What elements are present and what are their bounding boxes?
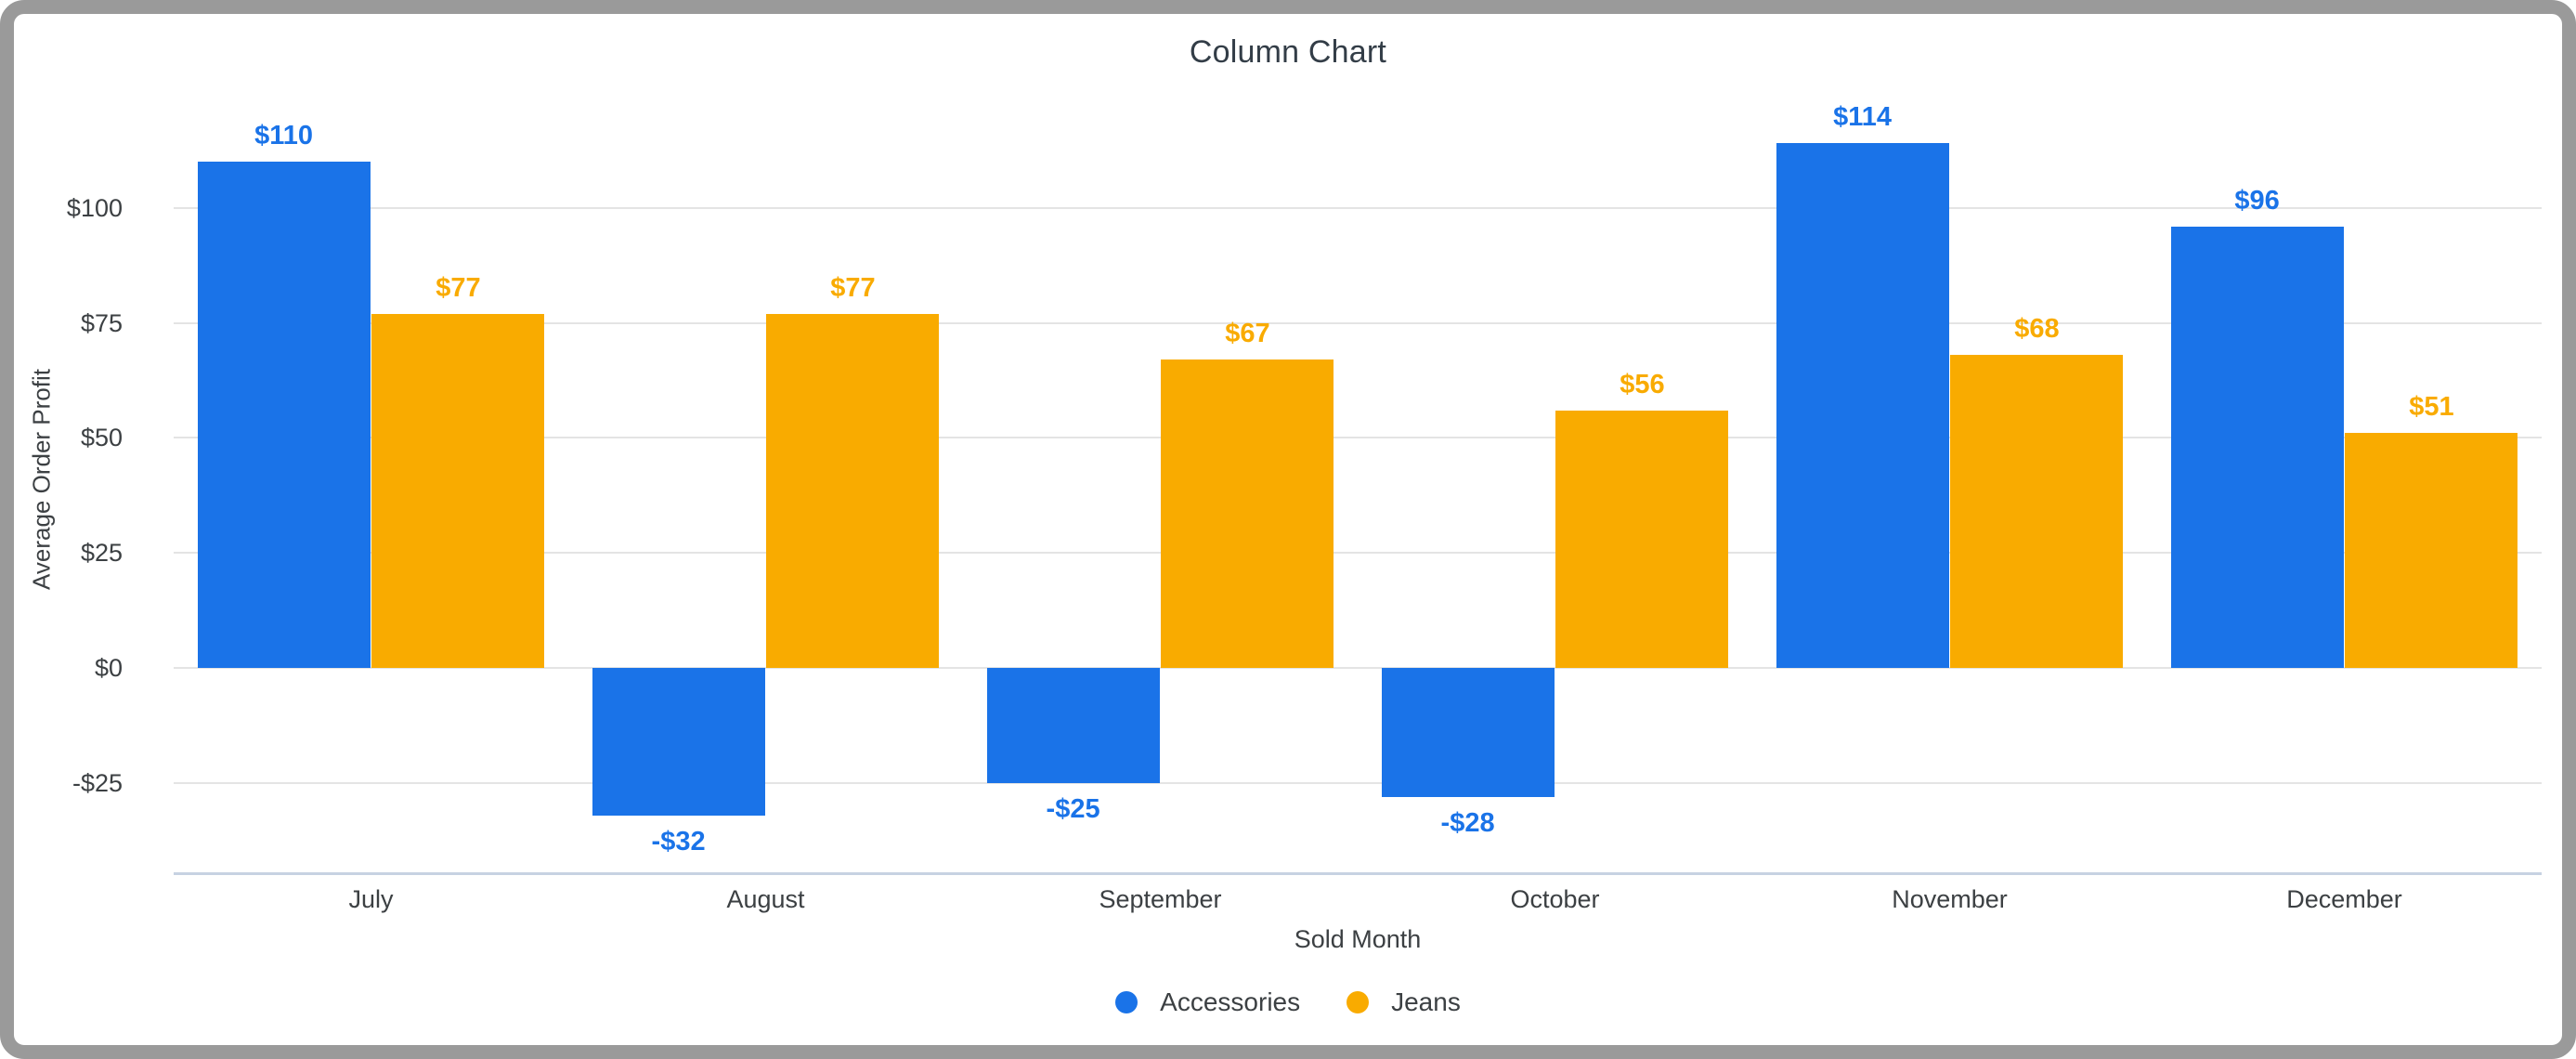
bar-jeans-december[interactable] bbox=[2345, 433, 2518, 669]
bar-value-accessories-august: -$32 bbox=[651, 826, 706, 856]
x-tick-july: July bbox=[348, 885, 394, 913]
y-tick--25: -$25 bbox=[72, 768, 123, 797]
bar-value-jeans-august: $77 bbox=[830, 272, 876, 303]
bar-accessories-august[interactable] bbox=[592, 668, 765, 816]
group-december: $96 $51 bbox=[2147, 84, 2542, 875]
gridline--25 bbox=[174, 552, 2542, 555]
plot-area: $110 $77 -$32 $77 -$25 $67 -$28 $56 $114 $68 $96 $5… bbox=[174, 84, 2542, 875]
group-october: -$28 $56 bbox=[1358, 84, 1752, 875]
gridline--100 bbox=[174, 206, 2542, 209]
bar-groups: $110 $77 -$32 $77 -$25 $67 -$28 $56 $114 $68 $96 $5… bbox=[174, 84, 2542, 875]
y-tick--75: $75 bbox=[80, 308, 123, 337]
bar-accessories-december[interactable] bbox=[2170, 226, 2344, 669]
x-tick-november: November bbox=[1892, 885, 2008, 913]
legend-item-accessories[interactable]: Accessories bbox=[1115, 987, 1300, 1017]
legend-dot-jeans bbox=[1347, 991, 1370, 1013]
y-tick--0: $0 bbox=[94, 654, 123, 683]
bar-jeans-september[interactable] bbox=[1161, 360, 1334, 669]
bar-jeans-november[interactable] bbox=[1950, 355, 2124, 669]
legend-label-jeans: Jeans bbox=[1391, 987, 1461, 1016]
x-axis-labels: July August September October November Decemb… bbox=[174, 885, 2542, 914]
x-axis-line bbox=[174, 872, 2542, 875]
bar-value-accessories-december: $96 bbox=[2234, 185, 2280, 216]
bar-jeans-august[interactable] bbox=[766, 313, 940, 669]
bar-jeans-july[interactable] bbox=[371, 313, 545, 669]
bar-value-accessories-september: -$25 bbox=[1046, 793, 1100, 824]
bar-value-jeans-december: $51 bbox=[2409, 392, 2454, 423]
bar-jeans-october[interactable] bbox=[1555, 410, 1729, 669]
x-tick-december: December bbox=[2286, 885, 2402, 913]
bar-value-jeans-july: $77 bbox=[436, 272, 481, 303]
gridline--75 bbox=[174, 321, 2542, 324]
group-november: $114 $68 bbox=[1752, 84, 2147, 875]
legend-item-jeans[interactable]: Jeans bbox=[1347, 987, 1461, 1017]
y-tick--100: $100 bbox=[66, 193, 123, 222]
y-tick--25: $25 bbox=[80, 539, 123, 568]
bar-value-accessories-july: $110 bbox=[254, 121, 314, 151]
bar-value-jeans-november: $68 bbox=[2014, 314, 2060, 345]
group-august: -$32 $77 bbox=[568, 84, 963, 875]
gridline--50 bbox=[174, 437, 2542, 439]
gridline--25 bbox=[174, 781, 2542, 784]
bar-value-accessories-november: $114 bbox=[1833, 102, 1893, 133]
bar-accessories-october[interactable] bbox=[1381, 668, 1555, 797]
x-axis-title: Sold Month bbox=[1294, 925, 1422, 953]
bar-accessories-september[interactable] bbox=[986, 668, 1160, 783]
x-tick-october: October bbox=[1510, 885, 1600, 913]
x-tick-august: August bbox=[726, 885, 805, 913]
group-july: $110 $77 bbox=[174, 84, 568, 875]
x-tick-september: September bbox=[1099, 885, 1222, 913]
chart-title: Column Chart bbox=[1189, 34, 1387, 70]
group-september: -$25 $67 bbox=[963, 84, 1358, 875]
bar-value-accessories-october: -$28 bbox=[1440, 807, 1495, 838]
bar-value-jeans-october: $56 bbox=[1620, 369, 1665, 399]
legend-label-accessories: Accessories bbox=[1160, 987, 1301, 1016]
bar-accessories-november[interactable] bbox=[1776, 143, 1949, 669]
bar-accessories-july[interactable] bbox=[197, 162, 371, 669]
bar-value-jeans-september: $67 bbox=[1225, 319, 1270, 349]
legend: Accessories Jeans bbox=[14, 987, 2562, 1017]
y-tick--50: $50 bbox=[80, 424, 123, 452]
gridline--0 bbox=[174, 667, 2542, 670]
legend-dot-accessories bbox=[1115, 991, 1138, 1013]
